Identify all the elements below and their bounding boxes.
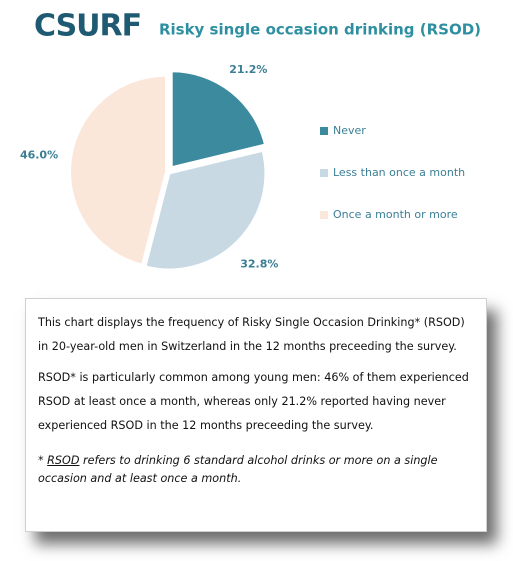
paragraph: RSOD* is particularly common among young… <box>38 371 469 432</box>
pie-slice <box>69 74 168 266</box>
legend-swatch <box>320 127 328 135</box>
data-label: 32.8% <box>240 257 278 270</box>
legend-swatch <box>320 211 328 219</box>
paragraph: This chart displays the frequency of Ris… <box>38 316 465 353</box>
logo: CSURF <box>34 9 141 44</box>
legend-swatch <box>320 169 328 177</box>
chart: CSURF Risky single occasion drinking (RS… <box>20 9 481 271</box>
description-box: This chart displays the frequency of Ris… <box>25 298 487 532</box>
data-label: 46.0% <box>20 149 58 162</box>
pie-slice <box>144 149 267 271</box>
legend-label: Never <box>333 124 366 137</box>
note-marker: * <box>38 454 44 467</box>
legend-label: Once a month or more <box>333 208 458 221</box>
note-term: RSOD <box>47 454 80 467</box>
legend-label: Less than once a month <box>333 166 465 179</box>
chart-title: Risky single occasion drinking (RSOD) <box>159 21 481 39</box>
note-text: refers to drinking 6 standard alcohol dr… <box>38 454 438 485</box>
data-label: 21.2% <box>229 63 267 76</box>
note: * RSOD refers to drinking 6 standard alc… <box>38 452 474 488</box>
pie-slice <box>170 70 267 169</box>
